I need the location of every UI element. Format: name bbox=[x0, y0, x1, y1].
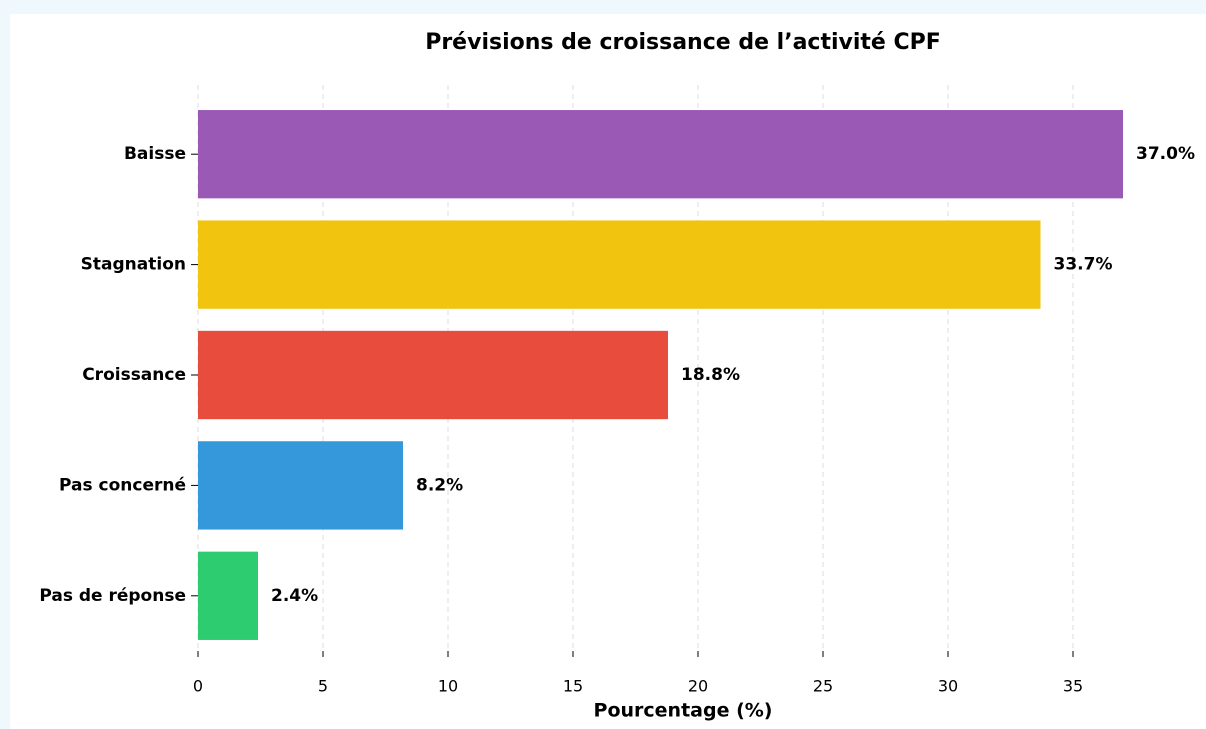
bar bbox=[198, 110, 1123, 199]
x-tick-label: 15 bbox=[563, 677, 583, 696]
x-tick-label: 30 bbox=[938, 677, 958, 696]
value-label: 33.7% bbox=[1054, 255, 1113, 275]
x-tick-label: 35 bbox=[1063, 677, 1083, 696]
x-tick-label: 5 bbox=[318, 677, 328, 696]
value-label: 2.4% bbox=[271, 586, 318, 606]
x-tick-label: 0 bbox=[193, 677, 203, 696]
value-label: 8.2% bbox=[416, 475, 463, 495]
value-label: 37.0% bbox=[1136, 144, 1195, 164]
bar bbox=[198, 551, 258, 640]
x-tick-label: 20 bbox=[688, 677, 708, 696]
y-tick-label: Stagnation bbox=[81, 255, 186, 275]
bar bbox=[198, 330, 668, 420]
x-tick-label: 10 bbox=[438, 677, 458, 696]
y-tick-label: Pas concerné bbox=[59, 475, 186, 495]
bar bbox=[198, 220, 1041, 309]
x-axis-title: Pourcentage (%) bbox=[594, 700, 773, 722]
y-tick-label: Croissance bbox=[82, 365, 186, 385]
x-tick-label: 25 bbox=[813, 677, 833, 696]
value-label: 18.8% bbox=[681, 365, 740, 385]
bar bbox=[198, 441, 403, 530]
chart-title: Prévisions de croissance de l’activité C… bbox=[425, 30, 941, 55]
y-tick-label: Baisse bbox=[124, 144, 186, 164]
y-tick-label: Pas de réponse bbox=[39, 586, 186, 606]
